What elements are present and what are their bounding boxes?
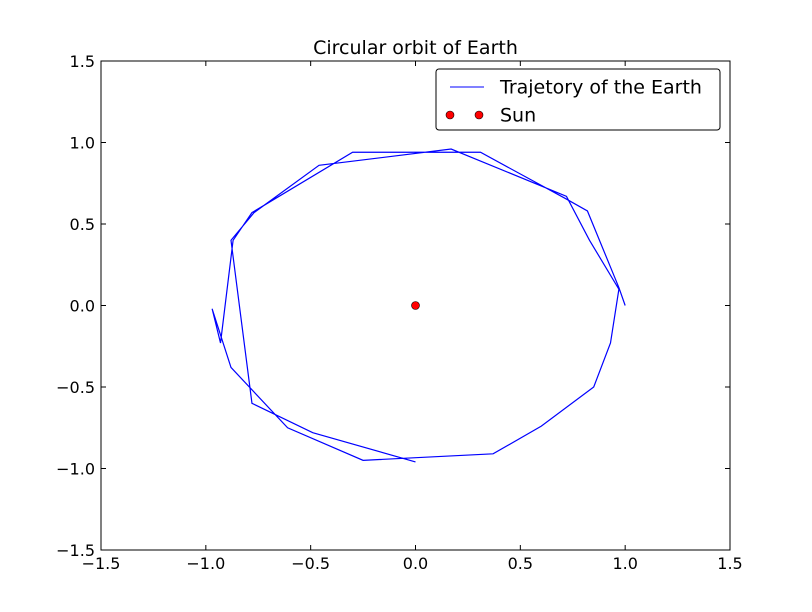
- x-tick-label: 0.5: [508, 554, 533, 573]
- chart-title: Circular orbit of Earth: [313, 37, 518, 59]
- series-line-trajectory: [211, 148, 626, 463]
- legend-label-sun: Sun: [500, 105, 536, 127]
- ticks-layer: −1.5 −1.0 −0.5 0.0 0.5 1.0 1.5 −1.5 −1.0 −0.5 0.0 0…: [56, 52, 743, 573]
- x-tick-label: −1.0: [186, 554, 225, 573]
- y-tick-label: −0.5: [56, 378, 95, 397]
- legend-marker-swatch: [474, 110, 484, 120]
- x-tick-label: 1.5: [717, 554, 742, 573]
- y-tick-label: 0.0: [70, 297, 95, 316]
- x-tick-label: 1.0: [612, 554, 637, 573]
- y-tick-label: −1.5: [56, 541, 95, 560]
- data-point-sun: [411, 301, 420, 310]
- y-tick-label: −1.0: [56, 460, 95, 479]
- x-tick-label: 0.0: [403, 554, 428, 573]
- series-layer: [211, 148, 626, 463]
- x-tick-label: −1.5: [82, 554, 121, 573]
- legend: Trajetory of the Earth Sun: [435, 68, 721, 131]
- legend-label-trajectory: Trajetory of the Earth: [499, 77, 702, 99]
- legend-box: [435, 68, 721, 131]
- y-tick-label: 1.5: [70, 52, 95, 71]
- x-tick-label: −0.5: [291, 554, 330, 573]
- y-tick-label: 1.0: [70, 134, 95, 153]
- legend-marker-swatch: [445, 110, 455, 120]
- y-tick-label: 0.5: [70, 215, 95, 234]
